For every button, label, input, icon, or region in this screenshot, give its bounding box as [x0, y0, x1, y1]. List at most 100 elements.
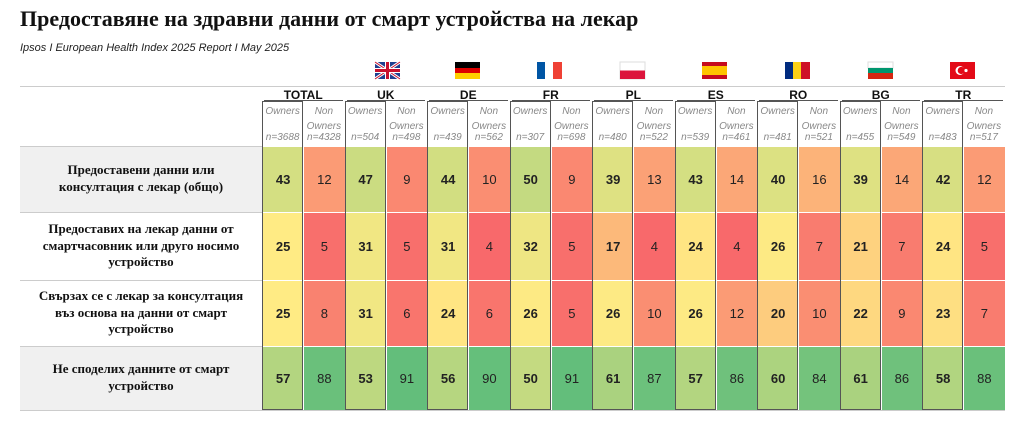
sample-size: n=455	[846, 132, 875, 143]
sample-size: n=439	[433, 132, 462, 143]
value-cell: 9	[550, 146, 592, 212]
country-underline	[594, 100, 673, 101]
value-cell: 57	[262, 346, 304, 410]
value-cell: 43	[262, 146, 304, 212]
country-underline	[924, 100, 1003, 101]
value-cell: 25	[262, 212, 304, 280]
flag-de	[455, 62, 480, 79]
sample-size: n=549	[887, 132, 916, 143]
owners-box	[427, 101, 469, 410]
country-underline	[264, 100, 343, 101]
value-cell: 39	[839, 146, 881, 212]
subcolumn-label: Non Owners	[801, 106, 837, 132]
subcolumn-label: Non Owners	[719, 106, 754, 132]
value-cell: 10	[798, 280, 840, 346]
sample-size: n=698	[557, 132, 586, 143]
sample-size: n=521	[804, 132, 833, 143]
sample-size: n=480	[598, 132, 627, 143]
value-cell: 22	[839, 280, 881, 346]
value-cell: 26	[757, 212, 799, 280]
value-cell: 88	[303, 346, 345, 410]
country-underline	[429, 100, 508, 101]
value-cell: 21	[839, 212, 881, 280]
value-cell: 90	[468, 346, 510, 410]
sample-size: n=307	[516, 132, 545, 143]
row-line	[20, 280, 262, 281]
row-label: Предоставени данни или консултация с лек…	[20, 146, 262, 212]
subcolumn-label: Non Owners	[554, 106, 589, 132]
value-cell: 61	[839, 346, 881, 410]
value-cell: 91	[550, 346, 592, 410]
bottom-line	[20, 410, 1005, 411]
value-cell: 13	[633, 146, 675, 212]
value-cell: 44	[427, 146, 469, 212]
value-cell: 20	[757, 280, 799, 346]
subtitle: Ipsos I European Health Index 2025 Repor…	[20, 42, 290, 54]
value-cell: 8	[303, 280, 345, 346]
value-cell: 61	[592, 346, 634, 410]
flag-pl	[619, 61, 646, 80]
subcolumn-label: Non Owners	[306, 106, 342, 132]
value-cell: 43	[674, 146, 716, 212]
sample-size: n=504	[351, 132, 380, 143]
owners-box	[344, 101, 386, 410]
value-cell: 4	[468, 212, 510, 280]
owners-box	[262, 101, 304, 410]
value-cell: 50	[509, 346, 551, 410]
flag-uk	[374, 60, 401, 81]
subcolumn-label: Non Owners	[636, 106, 672, 132]
country-underline	[511, 100, 590, 101]
value-cell: 84	[798, 346, 840, 410]
value-cell: 31	[344, 280, 386, 346]
value-cell: 26	[509, 280, 551, 346]
row-line	[20, 146, 262, 147]
country-name: ES	[707, 88, 724, 102]
sample-size: n=562	[474, 132, 503, 143]
flag-bg	[867, 61, 894, 79]
value-cell: 16	[798, 146, 840, 212]
country-underline	[346, 100, 425, 101]
value-cell: 6	[385, 280, 427, 346]
value-cell: 12	[715, 280, 757, 346]
value-cell: 39	[592, 146, 634, 212]
row-label: Не споделих данните от смарт устройство	[20, 346, 262, 410]
value-cell: 5	[303, 212, 345, 280]
sample-size: n=517	[969, 132, 998, 143]
owners-box	[757, 101, 799, 410]
value-cell: 26	[592, 280, 634, 346]
value-cell: 9	[385, 146, 427, 212]
value-cell: 50	[509, 146, 551, 212]
subcolumn-label: Non Owners	[884, 106, 919, 132]
owners-box	[839, 101, 881, 410]
value-cell: 7	[880, 212, 922, 280]
value-cell: 25	[262, 280, 304, 346]
row-line	[20, 346, 262, 347]
value-cell: 12	[963, 146, 1005, 212]
value-cell: 31	[427, 212, 469, 280]
value-cell: 7	[963, 280, 1005, 346]
value-cell: 31	[344, 212, 386, 280]
owners-box	[509, 101, 551, 410]
country-name: BG	[871, 88, 890, 102]
sample-size: n=481	[763, 132, 792, 143]
row-line	[20, 212, 262, 213]
value-cell: 42	[922, 146, 964, 212]
subcolumn-label: Non Owners	[966, 106, 1002, 132]
country-name: DE	[459, 88, 477, 102]
value-cell: 14	[715, 146, 757, 212]
value-cell: 88	[963, 346, 1005, 410]
sample-size: n=483	[928, 132, 957, 143]
subcolumn-label: Owners	[925, 106, 960, 117]
sample-size: n=498	[392, 132, 421, 143]
subcolumn-label: Owners	[760, 106, 795, 117]
subcolumn-label: Non Owners	[471, 106, 507, 132]
value-cell: 14	[880, 146, 922, 212]
row-label: Свързах се с лекар за консултация въз ос…	[20, 280, 262, 346]
value-cell: 4	[633, 212, 675, 280]
country-name: PL	[625, 88, 641, 102]
subcolumn-label: Owners	[430, 106, 465, 117]
sample-size: n=3688	[265, 132, 300, 143]
flag-fr	[537, 62, 562, 79]
country-underline	[759, 100, 838, 101]
